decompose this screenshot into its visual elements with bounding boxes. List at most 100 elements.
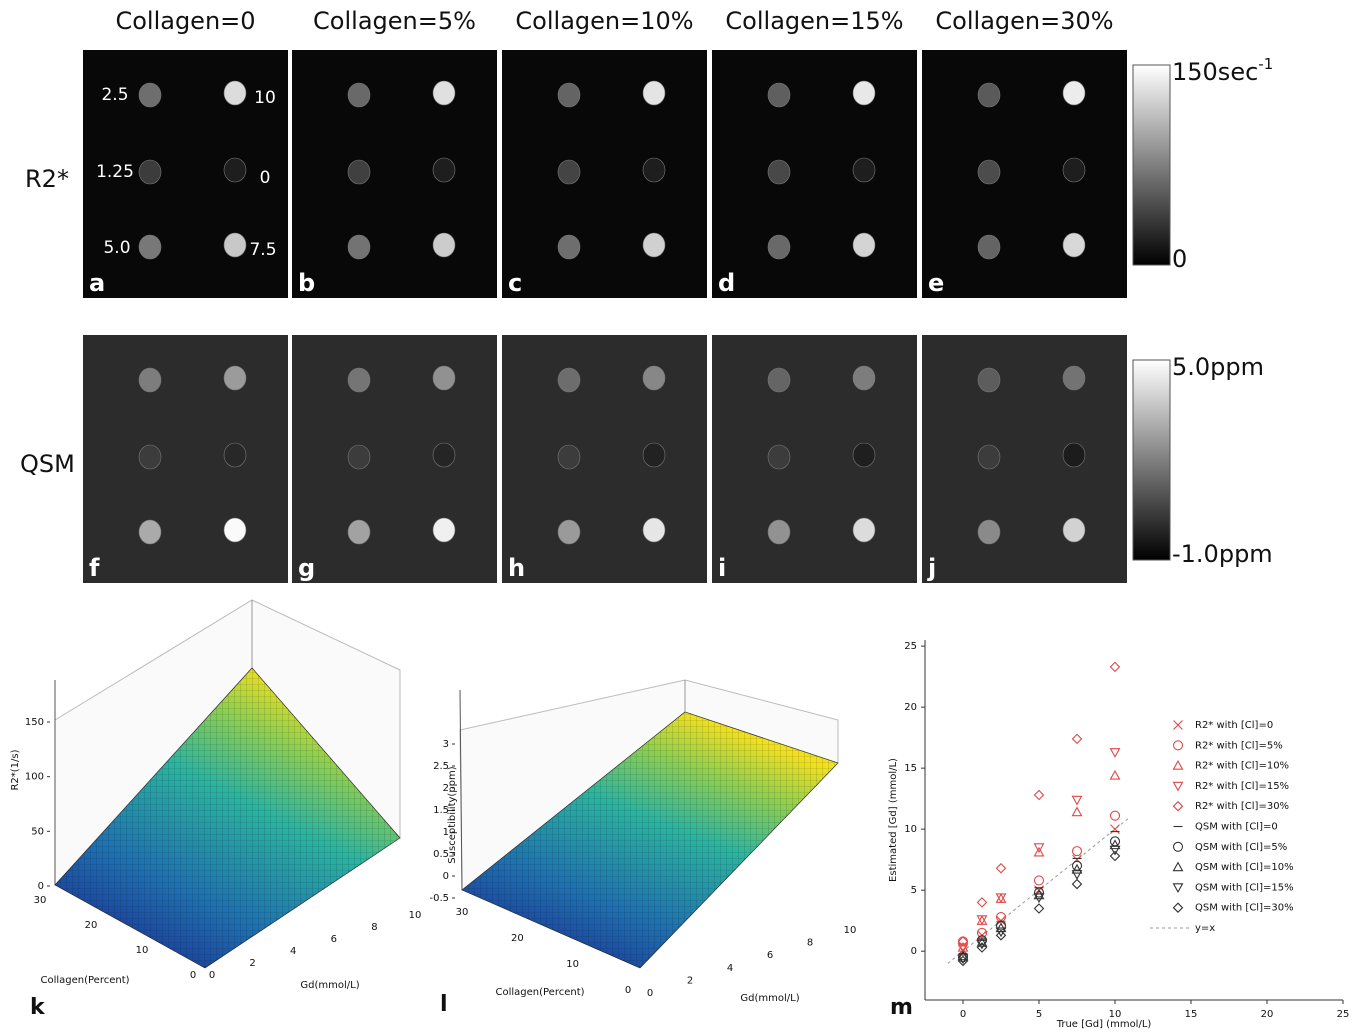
gd-tick-label: 6: [331, 934, 337, 945]
vial: [768, 160, 790, 184]
vial: [978, 160, 1000, 184]
vial: [224, 366, 246, 390]
legend-label: R2* with [Cl]=30%: [1195, 801, 1289, 812]
z-tick-label: 150: [25, 717, 44, 728]
gd-tick-label: 8: [371, 922, 377, 933]
gd-tick-label: 6: [767, 950, 773, 961]
colorbar: [1133, 65, 1170, 265]
vial: [768, 83, 790, 107]
z-axis-label: Susceptibility(ppm): [447, 766, 458, 863]
image-panel: [502, 50, 707, 298]
x-tick-label: 25: [1337, 1009, 1350, 1020]
x-axis-label: True [Gd] (mmol/L): [1056, 1019, 1152, 1030]
z-tick-label: 50: [31, 826, 44, 837]
column-header: Collagen=10%: [515, 7, 693, 35]
vial-label: 2.5: [101, 85, 128, 105]
collagen-tick-label: 20: [511, 933, 524, 944]
legend-label: y=x: [1195, 923, 1215, 934]
y-tick-label: 0: [911, 946, 917, 957]
vial: [853, 366, 875, 390]
vial: [348, 520, 370, 544]
legend-marker: [1174, 903, 1183, 912]
panel-letter: h: [508, 554, 525, 582]
image-panel: [712, 335, 917, 583]
vial: [643, 158, 665, 182]
collagen-tick-label: 30: [34, 895, 47, 906]
vial: [558, 235, 580, 259]
y-tick-label: 25: [904, 641, 917, 652]
vial: [348, 445, 370, 469]
marker: [1073, 880, 1082, 889]
figure: Collagen=0Collagen=5%Collagen=10%Collage…: [0, 0, 1365, 1032]
vial: [1063, 366, 1085, 390]
vial: [1063, 233, 1085, 257]
collagen-tick-label: 10: [136, 945, 149, 956]
marker: [997, 864, 1006, 873]
vial: [139, 235, 161, 259]
column-header: Collagen=15%: [725, 7, 903, 35]
panel-letter: i: [718, 554, 726, 582]
vial: [558, 520, 580, 544]
z-tick-label: 3: [443, 739, 449, 750]
column-header: Collagen=5%: [313, 7, 476, 35]
vial: [643, 81, 665, 105]
panel-letter: m: [890, 995, 913, 1020]
vial: [643, 366, 665, 390]
vial: [348, 235, 370, 259]
marker: [959, 937, 968, 946]
panel-letter: a: [89, 269, 105, 297]
y-axis-label: Estimated [Gd] (mmol/L): [888, 758, 899, 882]
gd-tick-label: 0: [209, 970, 215, 981]
vial: [768, 520, 790, 544]
vial-label: 0: [260, 168, 271, 188]
vial: [139, 445, 161, 469]
vial-label: 10: [254, 88, 276, 108]
vial: [224, 518, 246, 542]
vial: [139, 83, 161, 107]
image-panel: [922, 335, 1127, 583]
row-label: R2*: [25, 165, 69, 193]
vial: [433, 233, 455, 257]
legend-marker: [1174, 842, 1183, 851]
z-tick-label: 100: [25, 772, 44, 783]
vial: [1063, 443, 1085, 467]
vial: [1063, 81, 1085, 105]
image-panel: [83, 335, 288, 583]
panel-letter: f: [89, 554, 100, 582]
collagen-tick-label: 10: [566, 959, 579, 970]
vial: [139, 520, 161, 544]
colorbar-min: 0: [1172, 245, 1187, 273]
panel-letter: b: [298, 269, 315, 297]
vial: [433, 366, 455, 390]
vial-label: 7.5: [249, 240, 276, 260]
vial: [433, 158, 455, 182]
collagen-tick-label: 20: [85, 920, 98, 931]
image-panel: [292, 50, 497, 298]
vial: [558, 445, 580, 469]
vial: [643, 233, 665, 257]
gd-tick-label: 4: [290, 946, 296, 957]
z-tick-label: 0: [443, 871, 449, 882]
panel-letter: k: [30, 995, 46, 1020]
image-panel: [502, 335, 707, 583]
collagen-label: Collagen(Percent): [40, 975, 129, 986]
panel-letter: d: [718, 269, 735, 297]
marker: [1073, 808, 1082, 816]
y-tick-label: 15: [904, 763, 917, 774]
panel-letter: e: [928, 269, 944, 297]
vial: [768, 368, 790, 392]
panel-letter: c: [508, 269, 522, 297]
image-panel: [712, 50, 917, 298]
z-tick-label: -0.5: [429, 893, 449, 904]
vial: [853, 233, 875, 257]
y-tick-label: 10: [904, 824, 917, 835]
vial-label: 1.25: [96, 162, 134, 182]
panel-letter: j: [927, 554, 936, 582]
panel-letter: g: [298, 554, 315, 582]
legend-marker: [1174, 721, 1183, 730]
gd-tick-label: 2: [249, 958, 255, 969]
vial-label: 5.0: [103, 238, 130, 258]
marker: [1111, 811, 1120, 820]
vial: [433, 81, 455, 105]
vial: [433, 443, 455, 467]
